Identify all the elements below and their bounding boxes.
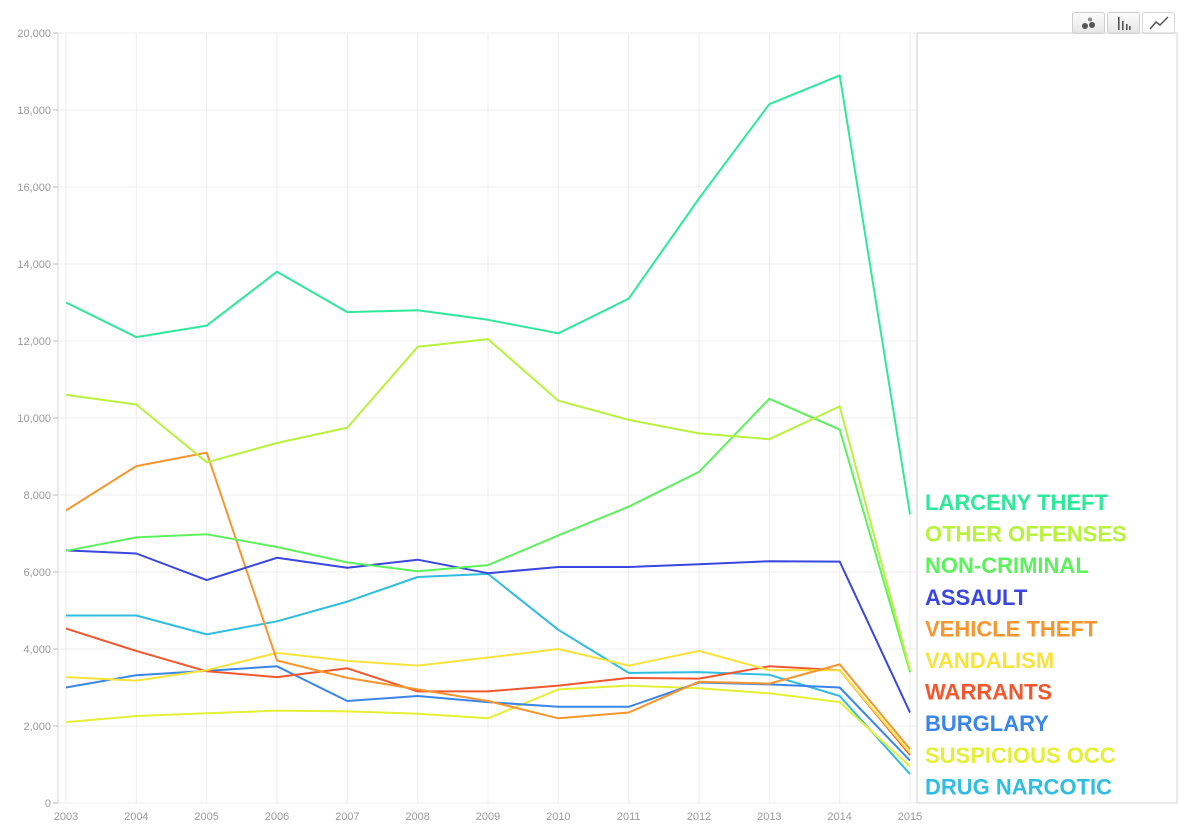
y-tick-label: 16,000 <box>17 182 51 194</box>
legend-item-other-offenses[interactable]: OTHER OFFENSES <box>925 522 1127 547</box>
legend-item-warrants[interactable]: WARRANTS <box>925 680 1052 705</box>
grid <box>57 32 1178 804</box>
legend-item-assault[interactable]: ASSAULT <box>925 585 1028 610</box>
scatter-view-icon <box>1081 17 1095 29</box>
y-tick-label: 8,000 <box>23 490 51 502</box>
x-tick-label: 2014 <box>827 811 851 823</box>
series-line-vehicle-theft[interactable] <box>65 451 911 750</box>
legend-item-vehicle-theft[interactable]: VEHICLE THEFT <box>925 616 1098 641</box>
legend-item-burglary[interactable]: BURGLARY <box>925 711 1049 736</box>
legend-item-non-criminal[interactable]: NON-CRIMINAL <box>925 553 1089 578</box>
y-tick-label: 2,000 <box>23 721 51 733</box>
bar-view-button[interactable] <box>1107 12 1140 34</box>
series-line-non-criminal[interactable] <box>65 397 911 673</box>
x-tick-label: 2008 <box>405 811 429 823</box>
bar-view-icon <box>1117 17 1131 30</box>
y-tick-label: 0 <box>45 798 51 810</box>
y-tick-label: 10,000 <box>17 413 51 425</box>
legend-item-vandalism[interactable]: VANDALISM <box>925 648 1054 673</box>
series-line-suspicious-occ[interactable] <box>65 684 911 768</box>
legend: LARCENY THEFT OTHER OFFENSES NON-CRIMINAL A… <box>925 490 1127 799</box>
y-tick-label: 6,000 <box>23 567 51 579</box>
y-tick-label: 20,000 <box>17 28 51 40</box>
series-line-other-offenses[interactable] <box>65 338 911 671</box>
x-tick-label: 2006 <box>265 811 289 823</box>
series-line-vandalism[interactable] <box>65 648 911 754</box>
y-tick-label: 18,000 <box>17 105 51 117</box>
legend-item-suspicious-occ[interactable]: SUSPICIOUS OCC <box>925 743 1116 768</box>
x-tick-label: 2015 <box>898 811 922 823</box>
y-tick-label: 4,000 <box>23 644 51 656</box>
series-lines <box>65 74 911 775</box>
axes: 2003 2004 2005 2006 2007 2008 2009 2010 2011 2012… <box>17 28 922 823</box>
x-tick-label: 2012 <box>687 811 711 823</box>
x-tick-label: 2007 <box>335 811 359 823</box>
series-line-assault[interactable] <box>65 549 911 713</box>
y-tick-label: 12,000 <box>17 336 51 348</box>
x-tick-label: 2009 <box>476 811 500 823</box>
series-line-larceny-theft[interactable] <box>65 74 911 515</box>
line-view-icon <box>1148 16 1169 30</box>
series-line-warrants[interactable] <box>65 627 911 756</box>
chart-type-toolbar <box>1072 12 1175 34</box>
x-tick-label: 2011 <box>617 811 641 823</box>
x-tick-label: 2003 <box>54 811 78 823</box>
legend-item-larceny-theft[interactable]: LARCENY THEFT <box>925 490 1108 515</box>
y-tick-label: 14,000 <box>17 259 51 271</box>
x-tick-label: 2010 <box>546 811 570 823</box>
x-tick-label: 2013 <box>757 811 781 823</box>
x-tick-label: 2004 <box>124 811 148 823</box>
legend-item-drug-narcotic[interactable]: DRUG NARCOTIC <box>925 774 1112 799</box>
x-tick-label: 2005 <box>194 811 218 823</box>
